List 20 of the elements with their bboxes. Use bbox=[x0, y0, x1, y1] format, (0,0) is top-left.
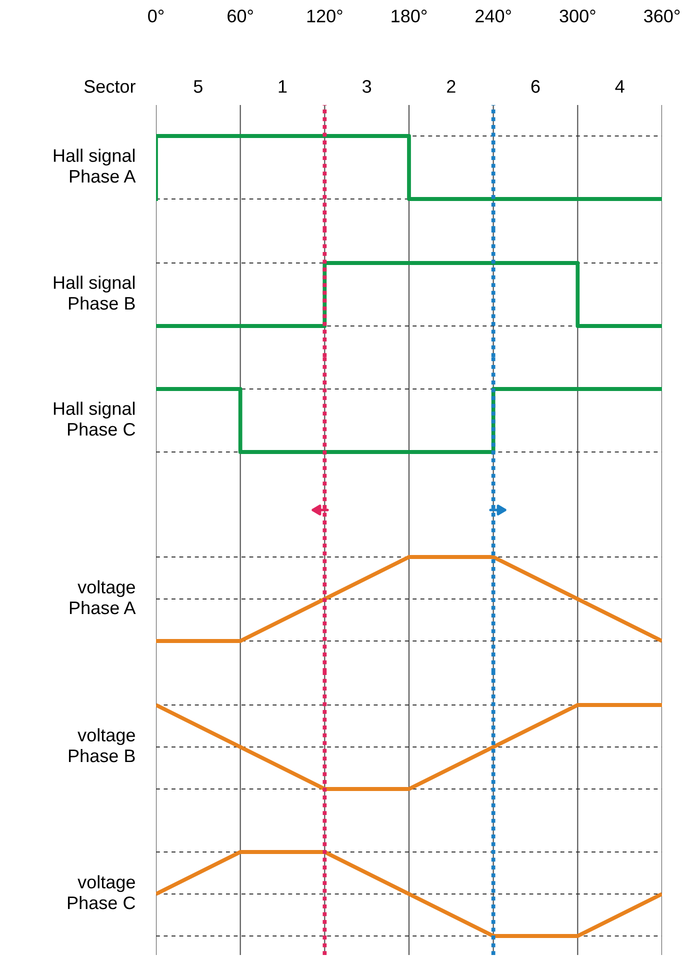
y-axis-title: Hall signal Phase A bbox=[54, 148, 136, 183]
text: Sector bbox=[84, 80, 136, 93]
y-axis-title: voltage Phase A bbox=[70, 580, 136, 614]
text: 3 bbox=[362, 80, 372, 93]
x-tick-label: 120° bbox=[307, 10, 342, 22]
text: 4 bbox=[615, 80, 624, 93]
x-tick-label: 240° bbox=[476, 10, 511, 22]
y-axis-title: Hall signal Phase B bbox=[54, 276, 135, 310]
y-axis-title: Hall signal Phase C bbox=[54, 402, 136, 436]
text: 5 bbox=[194, 80, 202, 93]
y-axis-title: voltage Phase B bbox=[68, 728, 135, 762]
text: 6 bbox=[531, 80, 540, 93]
x-tick-label: 300° bbox=[560, 10, 596, 22]
x-tick-label: 180° bbox=[392, 10, 427, 22]
y-axis-title: voltage Phase C bbox=[68, 875, 136, 910]
x-tick-label: 0° bbox=[148, 10, 164, 22]
text: 1 bbox=[278, 80, 287, 93]
x-tick-label: 60° bbox=[228, 10, 253, 22]
x-tick-label: 360° bbox=[644, 10, 680, 22]
text: 2 bbox=[447, 80, 456, 93]
